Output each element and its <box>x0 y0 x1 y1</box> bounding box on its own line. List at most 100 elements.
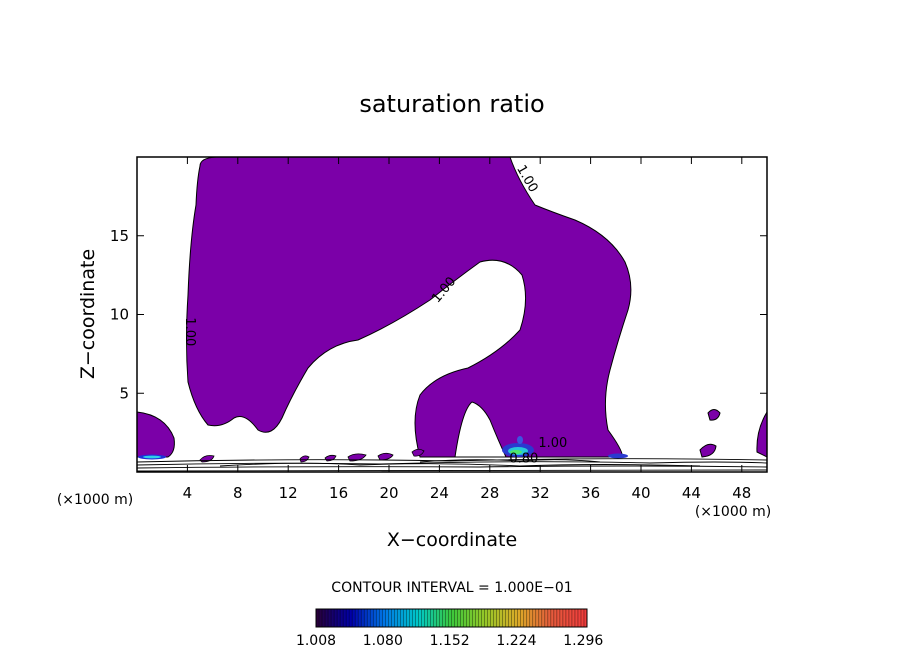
right-edge-cell <box>756 410 768 458</box>
colorbar-swatch <box>439 609 443 627</box>
colorbar-swatch <box>451 609 455 627</box>
colorbar-swatch <box>529 609 534 627</box>
colorbar-swatch <box>328 609 332 627</box>
y-axis-title: Z−coordinate <box>77 249 99 379</box>
contour-label: 1.00 <box>538 436 567 451</box>
colorbar-swatch <box>424 609 428 627</box>
colorbar-swatch <box>580 609 585 627</box>
x-tick-label: 8 <box>233 484 243 502</box>
main-cloud-region <box>186 156 632 458</box>
colorbar-swatch <box>355 609 359 627</box>
colorbar-tick-label: 1.224 <box>496 633 536 649</box>
colorbar-swatch <box>316 609 320 627</box>
colorbar-swatch <box>433 609 437 627</box>
y-axis-ticks: 5 10 15 <box>110 227 767 402</box>
colorbar-swatch <box>442 609 446 627</box>
colorbar-swatch <box>346 609 350 627</box>
colorbar-swatch <box>376 609 380 627</box>
colorbar-swatch <box>343 609 347 627</box>
colorbar-swatch <box>505 609 510 627</box>
colorbar-swatch <box>475 609 479 627</box>
colorbar-swatch <box>400 609 404 627</box>
colorbar-swatch <box>550 609 555 627</box>
left-edge-cell <box>136 411 175 458</box>
colorbar-swatch <box>427 609 431 627</box>
colorbar-swatch <box>367 609 371 627</box>
colorbar-frame <box>315 608 588 628</box>
contour-label: 0.80 <box>509 452 538 467</box>
colorbar-swatch <box>571 609 576 627</box>
x-tick-label: 24 <box>430 484 449 502</box>
colorbar-swatch <box>445 609 449 627</box>
colorbar-swatch <box>496 609 501 627</box>
y-tick-label: 10 <box>110 306 129 324</box>
colorbar-swatch <box>388 609 392 627</box>
colorbar-swatch <box>568 609 573 627</box>
small-cell-46 <box>699 443 717 458</box>
y-tick-label: 15 <box>110 227 129 245</box>
colorbar-swatch <box>418 609 422 627</box>
colorbar-swatch <box>382 609 386 627</box>
x-axis-ticks: 4 8 12 16 20 24 28 32 36 40 44 48 <box>183 157 751 502</box>
x-tick-label: 44 <box>682 484 701 502</box>
colorbar-swatch <box>331 609 335 627</box>
x-tick-label: 40 <box>631 484 650 502</box>
colorbar-swatch <box>490 609 495 627</box>
colorbar-swatch <box>370 609 374 627</box>
x-axis-title: X−coordinate <box>387 529 517 551</box>
colorbar-swatch <box>436 609 440 627</box>
colorbar-swatch <box>334 609 338 627</box>
colorbar-tick-label: 1.296 <box>563 633 603 649</box>
colorbar-swatch <box>457 609 461 627</box>
colorbar-swatch <box>523 609 528 627</box>
colorbar-swatch <box>361 609 365 627</box>
colorbar-swatch <box>553 609 558 627</box>
colorbar-swatch <box>337 609 341 627</box>
colorbar-swatch <box>352 609 356 627</box>
contour-label: 1.00 <box>182 317 197 346</box>
colorbar-swatch <box>532 609 537 627</box>
colorbar-swatch <box>472 609 476 627</box>
contour-interval-label: CONTOUR INTERVAL = 1.000E−01 <box>331 580 572 596</box>
colorbar-swatch <box>574 609 579 627</box>
colorbar-swatch <box>514 609 519 627</box>
colorbar-swatch <box>322 609 326 627</box>
colorbar-swatch <box>517 609 522 627</box>
x-tick-label: 28 <box>480 484 499 502</box>
colorbar-swatch <box>406 609 410 627</box>
colorbar-tick-label: 1.080 <box>363 633 403 649</box>
colorbar-swatch <box>454 609 458 627</box>
colorbar-swatch <box>325 609 329 627</box>
colorbar-swatch <box>379 609 383 627</box>
colorbar-swatch <box>358 609 362 627</box>
colorbar-swatch <box>484 609 489 627</box>
colorbar-swatch <box>508 609 513 627</box>
x-tick-label: 32 <box>531 484 550 502</box>
colorbar-swatch <box>391 609 395 627</box>
colorbar-swatch <box>430 609 434 627</box>
small-cell-44 <box>707 409 721 421</box>
colorbar-swatch <box>349 609 353 627</box>
colorbar-swatch <box>520 609 525 627</box>
colorbar-swatch <box>547 609 552 627</box>
colorbar-swatch <box>487 609 492 627</box>
colorbar-swatch <box>409 609 413 627</box>
colorbar-swatch <box>544 609 549 627</box>
colorbar-swatch <box>481 609 486 627</box>
colorbar-swatch <box>403 609 407 627</box>
colorbar-swatch <box>535 609 540 627</box>
colorbar-swatch <box>562 609 567 627</box>
colorbar-swatch <box>373 609 377 627</box>
colorbar-swatch <box>499 609 504 627</box>
supersaturation-fill <box>136 156 768 463</box>
colorbar-swatch <box>421 609 425 627</box>
colorbar-tick-label: 1.152 <box>430 633 470 649</box>
y-tick-label: 5 <box>119 384 129 402</box>
colorbar-swatch <box>526 609 531 627</box>
colorbar-swatch <box>415 609 419 627</box>
x-tick-label: 16 <box>329 484 348 502</box>
colorbar-tick-labels: 1.008 1.080 1.152 1.224 1.296 <box>296 633 603 649</box>
x-tick-label: 48 <box>732 484 751 502</box>
colorbar-swatch <box>394 609 398 627</box>
